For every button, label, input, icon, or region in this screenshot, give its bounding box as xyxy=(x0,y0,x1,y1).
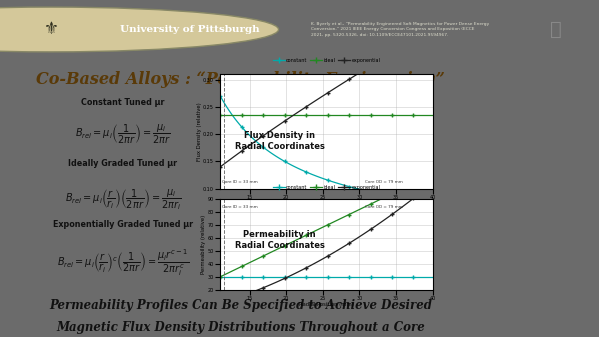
X-axis label: Radial Position (mm): Radial Position (mm) xyxy=(299,202,354,206)
Text: Ideally Graded Tuned μr: Ideally Graded Tuned μr xyxy=(68,159,177,168)
Text: Exponentially Graded Tuned μr: Exponentially Graded Tuned μr xyxy=(53,220,193,229)
exponential xyxy=(217,301,224,305)
Text: Core ID = 33 mm: Core ID = 33 mm xyxy=(222,180,258,184)
constant xyxy=(266,275,273,279)
exponential xyxy=(343,79,350,83)
Text: Magnetic Flux Density Distributions Throughout a Core: Magnetic Flux Density Distributions Thro… xyxy=(56,321,425,334)
constant xyxy=(419,275,426,279)
Line: exponential: exponential xyxy=(219,27,434,168)
Text: K. Byerly et al., “Permeability Engineered Soft Magnetics for Power Dense Energy: K. Byerly et al., “Permeability Engineer… xyxy=(311,22,490,37)
ideal xyxy=(429,113,436,117)
ideal xyxy=(266,113,273,117)
exponential xyxy=(266,283,273,287)
ideal xyxy=(429,172,436,176)
ideal xyxy=(326,113,333,117)
constant xyxy=(429,201,436,205)
constant xyxy=(419,199,426,203)
Text: Co-Based Alloys : “Permeability Engineering”: Co-Based Alloys : “Permeability Engineer… xyxy=(37,71,445,89)
Text: Core OD = 79 mm: Core OD = 79 mm xyxy=(365,205,403,209)
Text: Permeability Profiles Can Be Specified to Achieve Desired: Permeability Profiles Can Be Specified t… xyxy=(49,299,432,311)
ideal xyxy=(258,113,265,117)
Text: Core OD = 79 mm: Core OD = 79 mm xyxy=(365,180,403,184)
Legend: constant, ideal, exponential: constant, ideal, exponential xyxy=(271,56,382,65)
Text: ⚜: ⚜ xyxy=(44,21,58,38)
constant xyxy=(343,184,350,188)
constant xyxy=(412,275,419,279)
ideal xyxy=(217,113,224,117)
ideal xyxy=(419,113,426,117)
Line: constant: constant xyxy=(219,94,434,205)
constant xyxy=(429,275,436,279)
X-axis label: Radial Position (mm): Radial Position (mm) xyxy=(299,303,354,307)
ideal xyxy=(412,113,419,117)
exponential xyxy=(429,27,436,31)
ideal xyxy=(412,180,419,184)
ideal xyxy=(419,177,426,181)
exponential xyxy=(343,243,350,247)
exponential xyxy=(419,33,426,37)
exponential xyxy=(326,90,333,94)
exponential xyxy=(258,287,265,291)
ideal xyxy=(217,275,224,279)
Line: exponential: exponential xyxy=(219,181,434,305)
exponential xyxy=(412,37,419,41)
ideal xyxy=(266,251,273,255)
constant xyxy=(217,275,224,279)
exponential xyxy=(258,135,265,139)
Text: Flux Density in
Radial Coordinates: Flux Density in Radial Coordinates xyxy=(235,130,325,151)
constant xyxy=(217,94,224,98)
Text: 👤: 👤 xyxy=(550,20,561,39)
Text: Permeability in
Radial Coordinates: Permeability in Radial Coordinates xyxy=(235,230,325,250)
Legend: constant, ideal, exponential: constant, ideal, exponential xyxy=(271,183,382,192)
Text: $B_{rel} = \mu_i \left(\dfrac{r}{r_i}\right)^c \left(\dfrac{1}{2\pi r}\right) = : $B_{rel} = \mu_i \left(\dfrac{r}{r_i}\ri… xyxy=(57,248,189,278)
Text: Constant Tuned μr: Constant Tuned μr xyxy=(81,98,165,107)
Line: constant: constant xyxy=(219,275,434,279)
Y-axis label: Permeability (relative): Permeability (relative) xyxy=(201,215,206,274)
exponential xyxy=(419,190,426,194)
constant xyxy=(412,198,419,202)
Text: Core ID = 33 mm: Core ID = 33 mm xyxy=(222,205,258,209)
constant xyxy=(343,275,350,279)
constant xyxy=(258,144,265,148)
Text: $B_{rel} = \mu_i \left(\dfrac{1}{2\pi r}\right) = \dfrac{\mu_i}{2\pi r}$: $B_{rel} = \mu_i \left(\dfrac{1}{2\pi r}… xyxy=(75,123,171,146)
constant xyxy=(326,275,333,279)
Line: ideal: ideal xyxy=(219,113,434,117)
ideal xyxy=(343,214,350,218)
ideal xyxy=(343,113,350,117)
constant xyxy=(266,150,273,154)
Text: University of Pittsburgh: University of Pittsburgh xyxy=(120,25,259,34)
Circle shape xyxy=(0,7,279,52)
constant xyxy=(326,179,333,183)
Text: $B_{rel} = \mu_i \left(\dfrac{r}{r_i}\right)\left(\dfrac{1}{2\pi r}\right) = \df: $B_{rel} = \mu_i \left(\dfrac{r}{r_i}\ri… xyxy=(65,187,181,212)
ideal xyxy=(326,222,333,226)
Line: ideal: ideal xyxy=(219,172,434,279)
exponential xyxy=(266,129,273,133)
constant xyxy=(258,275,265,279)
exponential xyxy=(217,165,224,169)
exponential xyxy=(429,181,436,185)
Y-axis label: Flux Density (relative): Flux Density (relative) xyxy=(196,102,202,161)
exponential xyxy=(326,253,333,257)
ideal xyxy=(258,255,265,259)
exponential xyxy=(412,195,419,199)
